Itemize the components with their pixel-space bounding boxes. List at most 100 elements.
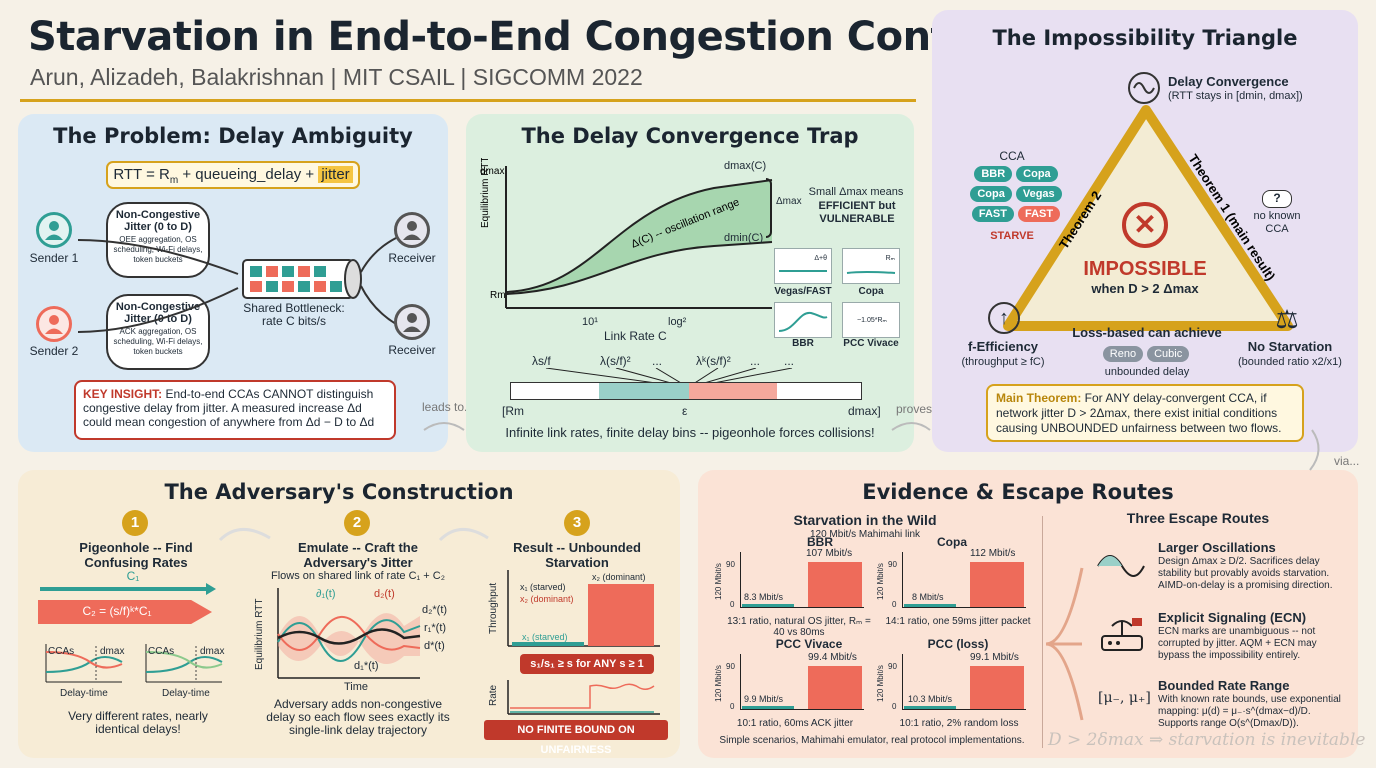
copa-tick-0: 0 — [892, 600, 897, 609]
leads-to-label: leads to... — [422, 400, 475, 414]
bbr-axis — [740, 552, 864, 608]
trap-title: The Delay Convergence Trap — [521, 124, 859, 148]
label-d1: ∂₁(t) — [316, 588, 336, 600]
delta-brace — [766, 178, 772, 238]
trap-panel: The Delay Convergence Trap Equilibrium R… — [466, 114, 914, 452]
bbr-hi-label: 107 Mbit/s — [806, 548, 853, 559]
mini-label-bbr: BBR — [792, 338, 814, 349]
jitter-chart — [277, 588, 421, 679]
unknown-icon: ? — [1262, 190, 1292, 208]
triangle-panel: The Impossibility Triangle Theorem 2 The… — [932, 10, 1358, 452]
pccloss-hi-bar — [970, 666, 1024, 709]
pill-cubic: Cubic — [1147, 346, 1190, 362]
bbr-lo-bar — [742, 604, 794, 607]
tput-x2: x₂ (dominant) — [520, 594, 574, 604]
adversary-title: The Adversary's Construction — [164, 480, 514, 504]
up-arrow-icon: ↑ — [988, 302, 1020, 334]
step2-number: 2 — [344, 510, 370, 536]
loss-based-label: Loss-based can achieve — [1072, 325, 1222, 340]
evidence-divider — [1042, 516, 1043, 748]
page-title: Starvation in End-to-End Congestion Cont… — [28, 14, 1009, 60]
chart-bbr-note: 13:1 ratio, natural OS jitter, Rₘ = 40 v… — [727, 616, 871, 638]
step2-caption: Adversary adds non-congestive delay so e… — [266, 697, 450, 737]
trap-caption: Infinite link rates, finite delay bins -… — [505, 425, 875, 440]
step2-title: Emulate -- Craft the Adversary's Jitter — [298, 540, 418, 570]
mini-tag-copa: Rₘ — [885, 255, 895, 262]
c1-label: C₁ — [126, 569, 140, 583]
key-insight-box: KEY INSIGHT: End-to-end CCAs CANNOT dist… — [74, 380, 396, 440]
chart-copa-title: Copa — [937, 535, 967, 549]
formula-part-b: + queueing_delay + — [178, 166, 319, 183]
throughput-chart — [507, 570, 660, 647]
formula-jitter: jitter — [318, 166, 353, 183]
pccloss-hi-label: 99.1 Mbit/s — [970, 652, 1019, 663]
chart-pccloss-title: PCC (loss) — [927, 637, 989, 651]
bottleneck-label: Shared Bottleneck: rate C bits/s — [243, 301, 345, 328]
vivace-lo-label: 9.9 Mbit/s — [744, 694, 784, 704]
delay-convergence-sub: (RTT stays in [dmin, dmax]) — [1168, 90, 1303, 102]
bin-teal — [599, 383, 689, 399]
watermark-formula: D > 2δmax ⇒ starvation is inevitable — [1048, 730, 1366, 750]
no-starvation-sub: (bounded ratio x2/x1) — [1238, 356, 1342, 368]
rtt-formula: RTT = Rm + queueing_delay + jitter — [106, 161, 360, 189]
pill-bbr: BBR — [974, 166, 1013, 182]
pccloss-ylabel: 120 Mbit/s — [876, 665, 885, 702]
bbr-tick-0: 0 — [730, 600, 735, 609]
bin-left: [Rm — [502, 404, 524, 418]
route3-text: With known rate bounds, use exponential … — [1158, 694, 1341, 729]
mini2-title: CCAs — [148, 646, 175, 657]
evidence-panel: Evidence & Escape Routes Starvation in t… — [698, 470, 1365, 758]
trap-ytop: dmax — [480, 166, 504, 177]
chart-pccloss: 120 Mbit/s 90 0 99.1 Mbit/s 10.3 Mbit/s — [876, 652, 1032, 716]
step3-title: Result -- Unbounded Starvation — [513, 540, 641, 570]
copa-hi-bar — [970, 562, 1024, 607]
efficiency-title: f-Efficiency — [967, 339, 1039, 354]
impossible-label: IMPOSSIBLE — [1083, 258, 1207, 280]
mini-chart-copa: Rₘ — [842, 248, 900, 284]
step1-title: Pigeonhole -- Find Confusing Rates — [79, 540, 193, 570]
bin-right: dmax] — [848, 404, 881, 418]
step3-number: 3 — [564, 510, 590, 536]
chart-bbr: 120 Mbit/s 90 0 107 Mbit/s 8.3 Mbit/s — [714, 548, 870, 614]
bin-label-0: λs/f — [532, 354, 551, 368]
theorem-text: For ANY delay-convergent CCA, if network… — [996, 391, 1282, 435]
route2-title: Explicit Signaling (ECN) — [1158, 610, 1307, 625]
bin-label-5: ... — [784, 354, 795, 368]
jitter-ylabel: Equilibrium RTT — [254, 598, 265, 671]
delta-label: Δmax — [776, 196, 802, 207]
bin-mid: ε — [682, 404, 688, 418]
chart-vivace-title: PCC Vivace — [775, 637, 843, 651]
copa-tick-90: 90 — [888, 560, 897, 569]
insight-label: KEY INSIGHT: — [83, 387, 163, 401]
pill-vegas: Vegas — [1015, 186, 1062, 202]
receiver1-label: Receiver — [388, 251, 436, 265]
cloud1-title: Non-Congestive Jitter (0 to D) — [115, 209, 201, 233]
delay-convergence-title: Delay Convergence — [1168, 74, 1289, 89]
mini-chart-vivace: ~1.05*Rₘ — [842, 302, 900, 338]
triangle-title: The Impossibility Triangle — [992, 26, 1298, 50]
scale-icon: ⚖ — [1275, 304, 1299, 334]
sender2-icon — [36, 306, 72, 342]
trap-xlabel: Link Rate C — [604, 329, 667, 343]
trap-x1: 10¹ — [582, 316, 598, 328]
mini-label-vegas: Vegas/FAST — [774, 286, 832, 297]
chart-pccloss-note: 10:1 ratio, 2% random loss — [899, 718, 1019, 729]
label-ds: d*(t) — [424, 640, 445, 652]
unbounded-label: unbounded delay — [1104, 366, 1190, 378]
theorem-label: Main Theorem: — [996, 391, 1082, 405]
jitter-xlabel: Time — [343, 681, 369, 693]
cca-label: CCA — [999, 149, 1025, 163]
pccloss-tick-0: 0 — [892, 702, 897, 711]
tput-x1: x₁ (starved) — [520, 582, 566, 592]
trap-ybottom: Rm — [490, 290, 506, 301]
escape-title: Three Escape Routes — [1126, 510, 1270, 526]
mini-delay-chart-2 — [140, 642, 224, 686]
pccloss-axis — [902, 654, 1026, 710]
impossible-cond: when D > 2 Δmax — [1091, 281, 1199, 296]
pill-copa1: Copa — [1016, 166, 1058, 182]
mini-chart-bbr — [774, 302, 832, 338]
copa-lo-label: 8 Mbit/s — [912, 592, 944, 602]
bin-salmon — [689, 383, 777, 399]
chart-copa: 120 Mbit/s 90 0 112 Mbit/s 8 Mbit/s — [876, 548, 1032, 614]
mini-xlabel-2: Delay-time — [162, 688, 210, 699]
